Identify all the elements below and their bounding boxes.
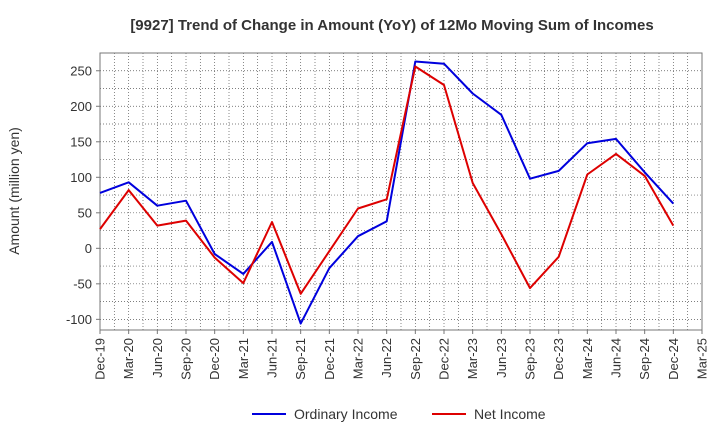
y-tick-label: 200 (70, 99, 92, 114)
x-tick-label: Mar-21 (236, 338, 251, 379)
plot-frame (99, 52, 703, 331)
x-tick-label: Mar-25 (695, 338, 710, 379)
series-line-net-income (99, 65, 675, 295)
chart-title: [9927] Trend of Change in Amount (YoY) o… (130, 17, 653, 34)
y-tick-label: -50 (73, 276, 92, 291)
x-tick-label: Dec-22 (437, 338, 452, 380)
x-tick-label: Sep-23 (523, 338, 538, 380)
series-lines (99, 60, 675, 325)
y-tick-label: 150 (70, 134, 92, 149)
x-tick-label: Sep-22 (408, 338, 423, 380)
legend-label: Ordinary Income (294, 406, 398, 422)
x-tick-label: Sep-24 (637, 338, 652, 380)
y-tick-label: 50 (78, 205, 92, 220)
x-tick-label: Dec-24 (666, 338, 681, 380)
x-tick-label: Dec-19 (93, 338, 108, 380)
x-tick-label: Dec-20 (207, 338, 222, 380)
y-tick-label: 0 (85, 241, 92, 256)
grid (100, 52, 702, 330)
x-tick-label: Jun-23 (494, 338, 509, 378)
legend-label: Net Income (474, 406, 546, 422)
x-tick-label: Sep-21 (293, 338, 308, 380)
legend: Ordinary Income Net Income (252, 406, 546, 422)
x-tick-label: Jun-22 (379, 338, 394, 378)
x-tick-label: Mar-22 (351, 338, 366, 379)
x-axis-ticks: Dec-19 Mar-20 Jun-20 Sep-20 Dec-20 Mar-21 Jun-… (93, 330, 710, 380)
y-tick-label: 250 (70, 63, 92, 78)
y-axis-ticks: -100 -50 0 50 100 150 200 250 (66, 63, 100, 327)
x-tick-label: Dec-21 (322, 338, 337, 380)
x-tick-label: Jun-24 (609, 338, 624, 378)
x-tick-label: Dec-23 (551, 338, 566, 380)
x-tick-label: Sep-20 (179, 338, 194, 380)
y-tick-label: 100 (70, 170, 92, 185)
x-tick-label: Jun-21 (265, 338, 280, 378)
x-tick-label: Jun-20 (150, 338, 165, 378)
series-line-ordinary-income (99, 60, 675, 325)
x-tick-label: Mar-20 (121, 338, 136, 379)
y-axis-label: Amount (million yen) (6, 127, 22, 255)
x-tick-label: Mar-24 (580, 338, 595, 379)
x-tick-label: Mar-23 (465, 338, 480, 379)
y-tick-label: -100 (66, 312, 92, 327)
